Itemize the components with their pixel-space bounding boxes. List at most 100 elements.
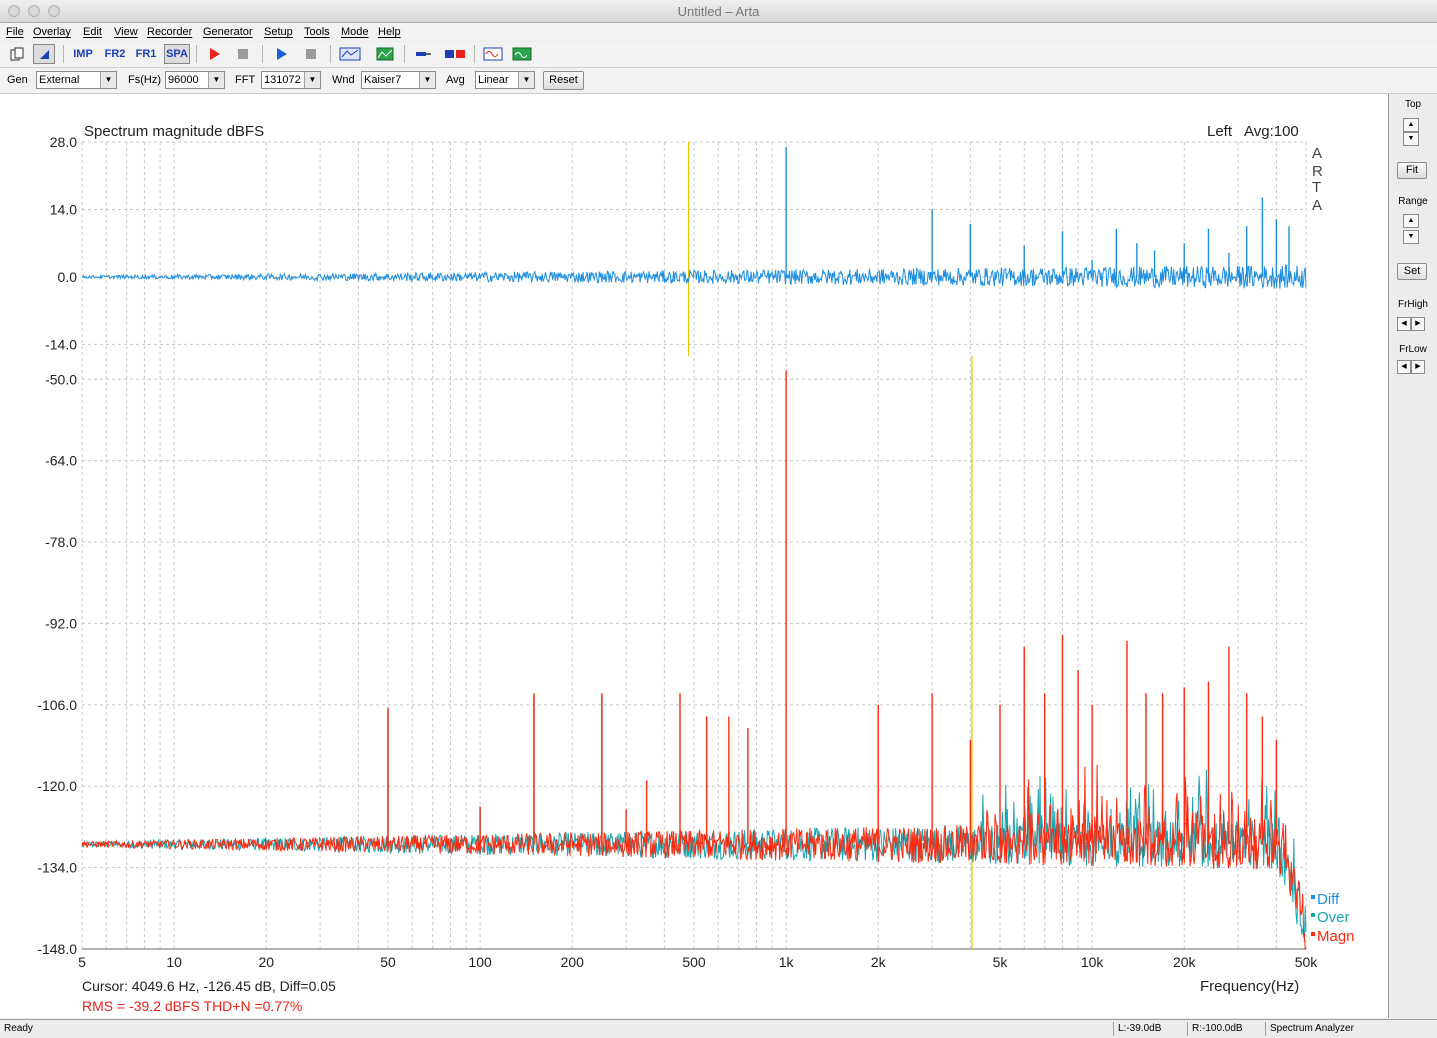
frhigh-right-button[interactable]: ▶ bbox=[1411, 317, 1425, 331]
spa-label: SPA bbox=[166, 48, 188, 60]
top-up-button[interactable]: ▲ bbox=[1403, 118, 1419, 132]
menu-setup[interactable]: Setup bbox=[264, 26, 293, 38]
frlow-right-button[interactable]: ▶ bbox=[1411, 360, 1425, 374]
avg-value: Linear bbox=[478, 74, 509, 86]
fs-select[interactable]: 96000 ▼ bbox=[165, 71, 225, 89]
chevron-down-icon: ▼ bbox=[518, 72, 534, 88]
new-document-icon[interactable] bbox=[6, 44, 28, 64]
fr2-mode-button[interactable]: FR2 bbox=[102, 44, 128, 64]
fr1-mode-button[interactable]: FR1 bbox=[133, 44, 159, 64]
series-line-diff bbox=[82, 264, 1307, 290]
menu-tools[interactable]: Tools bbox=[304, 26, 330, 38]
menu-overlay[interactable]: Overlay bbox=[33, 26, 71, 38]
close-window-icon[interactable] bbox=[8, 5, 20, 17]
window-title: Untitled – Arta bbox=[677, 4, 760, 19]
scope-icon[interactable] bbox=[510, 44, 534, 64]
range-label: Range bbox=[1398, 196, 1428, 207]
x-axis-label: Frequency(Hz) bbox=[1200, 978, 1299, 995]
frlow-left-button[interactable]: ◀ bbox=[1397, 360, 1411, 374]
x-tick-label: 200 bbox=[561, 954, 585, 970]
chevron-down-icon: ▼ bbox=[304, 72, 320, 88]
y-tick-label: -134.0 bbox=[37, 860, 77, 876]
y-tick-label: -78.0 bbox=[45, 534, 77, 550]
record-icon[interactable] bbox=[203, 44, 225, 64]
legend-swatch-over bbox=[1311, 913, 1315, 917]
gen-select[interactable]: External ▼ bbox=[36, 71, 117, 89]
arta-watermark-letter: A bbox=[1312, 145, 1322, 162]
y-tick-label: -14.0 bbox=[45, 336, 77, 352]
arta-watermark-letter: T bbox=[1312, 179, 1321, 196]
y-tick-label: -50.0 bbox=[45, 371, 77, 387]
stop-icon[interactable] bbox=[232, 44, 254, 64]
zoom-window-icon[interactable] bbox=[48, 5, 60, 17]
toolbar-separator bbox=[404, 45, 405, 63]
stop2-icon[interactable] bbox=[300, 44, 322, 64]
fr2-label: FR2 bbox=[104, 48, 126, 60]
legend-over: Over bbox=[1317, 909, 1350, 926]
play-icon[interactable] bbox=[270, 44, 292, 64]
menu-bar: File Overlay Edit View Recorder Generato… bbox=[0, 23, 1437, 41]
chevron-down-icon: ▼ bbox=[100, 72, 116, 88]
spectrum-chart[interactable]: 5 10 20 50 100 200 500 1k 2k 5k 10k 20k 50k 28.0 14.0… bbox=[0, 94, 1388, 1018]
arta-watermark-letter: R bbox=[1312, 163, 1323, 180]
x-tick-label: 20k bbox=[1173, 954, 1197, 970]
chart-series bbox=[81, 146, 1307, 951]
y-tick-label: 28.0 bbox=[50, 134, 77, 150]
avg-count-label: Avg:100 bbox=[1244, 123, 1299, 140]
y-tick-label: -148.0 bbox=[37, 941, 77, 957]
menu-generator[interactable]: Generator bbox=[203, 26, 253, 38]
dual-icon[interactable] bbox=[442, 44, 468, 64]
top-label: Top bbox=[1404, 99, 1422, 110]
range-up-button[interactable]: ▲ bbox=[1403, 214, 1419, 228]
cursor-mode-icon[interactable] bbox=[33, 44, 55, 64]
x-tick-label: 5 bbox=[78, 954, 86, 970]
y-tick-label: -92.0 bbox=[45, 615, 77, 631]
status-mode: Spectrum Analyzer bbox=[1265, 1022, 1415, 1036]
menu-recorder[interactable]: Recorder bbox=[147, 26, 193, 38]
frhigh-left-button[interactable]: ◀ bbox=[1397, 317, 1411, 331]
rms-readout: RMS = -39.2 dBFS THD+N =0.77% bbox=[82, 998, 302, 1014]
range-down-button[interactable]: ▼ bbox=[1403, 230, 1419, 244]
fft-label: FFT bbox=[235, 74, 256, 86]
status-left-level: L:-39.0dB bbox=[1113, 1022, 1185, 1036]
fft-value: 131072 bbox=[264, 74, 301, 86]
cursor-markers bbox=[687, 142, 973, 949]
minimize-window-icon[interactable] bbox=[28, 5, 40, 17]
top-down-button[interactable]: ▼ bbox=[1403, 132, 1419, 146]
wnd-value: Kaiser7 bbox=[364, 74, 402, 86]
x-tick-label: 50 bbox=[380, 954, 396, 970]
y-tick-label: -106.0 bbox=[37, 697, 77, 713]
series-line-over bbox=[81, 769, 1307, 942]
gen-value: External bbox=[39, 74, 80, 86]
set-button[interactable]: Set bbox=[1397, 263, 1427, 280]
probe-icon[interactable] bbox=[412, 44, 434, 64]
avg-label: Avg bbox=[446, 74, 465, 86]
fs-value: 96000 bbox=[168, 74, 199, 86]
plot-area[interactable]: 5 10 20 50 100 200 500 1k 2k 5k 10k 20k 50k 28.0 14.0… bbox=[0, 94, 1389, 1018]
abc-icon[interactable] bbox=[337, 44, 363, 64]
x-tick-label: 10k bbox=[1081, 954, 1105, 970]
parameter-bar: Gen External ▼ Fs(Hz) 96000 ▼ FFT 131072… bbox=[0, 68, 1437, 94]
wnd-select[interactable]: Kaiser7 ▼ bbox=[361, 71, 436, 89]
menu-mode[interactable]: Mode bbox=[341, 26, 369, 38]
y-tick-label: 0.0 bbox=[58, 269, 78, 285]
menu-help[interactable]: Help bbox=[378, 26, 401, 38]
reset-button[interactable]: Reset bbox=[543, 71, 584, 90]
menu-edit[interactable]: Edit bbox=[83, 26, 102, 38]
avg-select[interactable]: Linear ▼ bbox=[475, 71, 535, 89]
impulse-mode-button[interactable]: IMP bbox=[70, 44, 96, 64]
generator-icon[interactable] bbox=[481, 44, 505, 64]
menu-view[interactable]: View bbox=[114, 26, 138, 38]
menu-file[interactable]: File bbox=[6, 26, 24, 38]
spa-mode-button[interactable]: SPA bbox=[164, 44, 190, 64]
imp-label: IMP bbox=[73, 48, 93, 60]
cursor-readout: Cursor: 4049.6 Hz, -126.45 dB, Diff=0.05 bbox=[82, 978, 336, 994]
toolbar: IMP FR2 FR1 SPA bbox=[0, 42, 1437, 68]
arta-watermark-letter: A bbox=[1312, 197, 1322, 214]
x-tick-label: 5k bbox=[993, 954, 1009, 970]
fit-button[interactable]: Fit bbox=[1397, 162, 1427, 179]
spectrum-icon[interactable] bbox=[374, 44, 396, 64]
fft-select[interactable]: 131072 ▼ bbox=[261, 71, 321, 89]
channel-label: Left bbox=[1207, 123, 1233, 140]
chart-title: Spectrum magnitude dBFS bbox=[84, 123, 264, 140]
